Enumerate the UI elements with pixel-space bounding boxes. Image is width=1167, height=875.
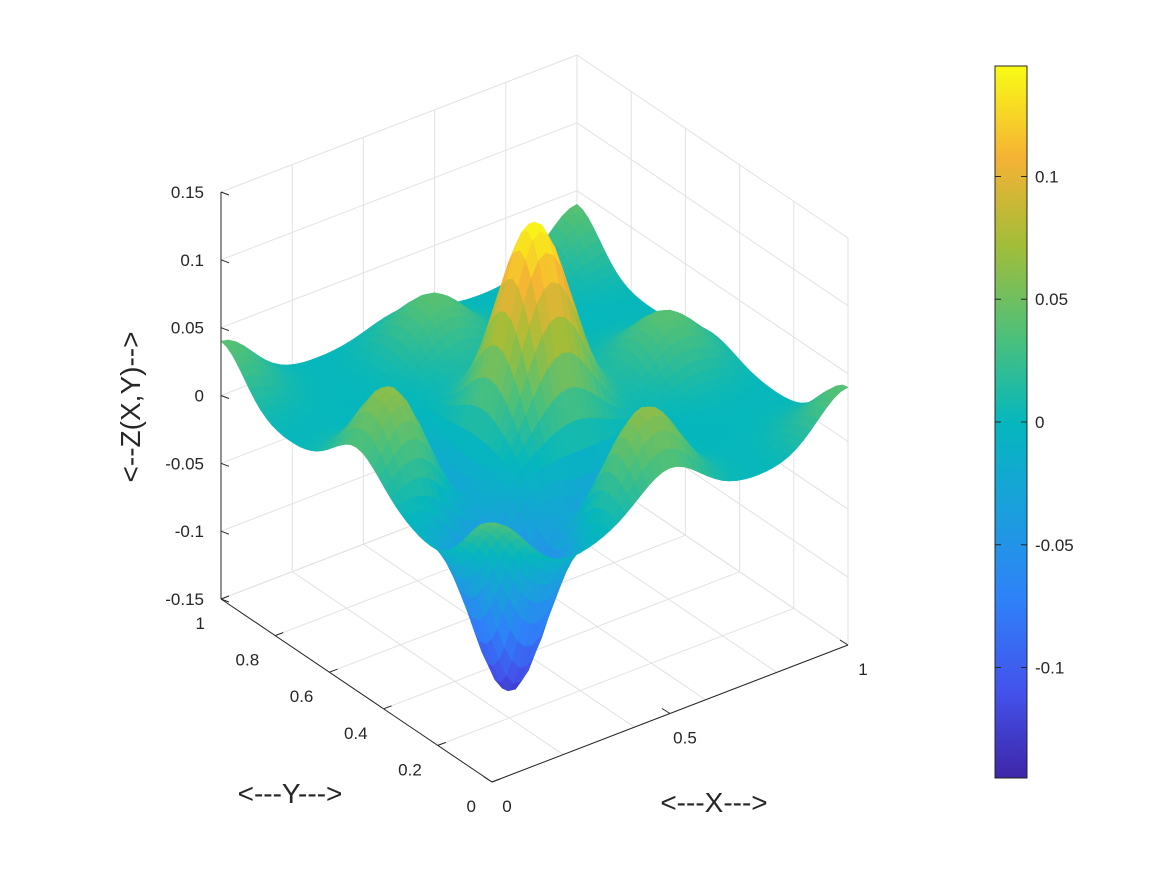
colorbar-ticks: -0.1 -0.05 0 0.05 0.1 [995,167,1074,678]
x-tick-label: 0.5 [673,729,697,748]
z-tick-mark [220,259,230,264]
y-axis-line [220,598,493,783]
side-wall-gridline [576,122,849,307]
x-axis-label: <---X---> [660,787,767,818]
z-tick-label: 0.05 [171,319,204,338]
y-tick-mark [437,741,446,746]
y-tick-mark [491,778,501,783]
y-tick-label: 0.4 [344,724,368,743]
y-tick-mark [220,595,230,600]
x-tick-mark [483,776,493,783]
side-wall-gridline [576,190,849,375]
surface-mesh [220,203,849,692]
z-tick-mark [220,191,230,196]
back-wall-gridline [220,122,578,261]
colorbar-tick-label: 0.1 [1035,167,1059,186]
colorbar-tick-label: -0.1 [1035,659,1064,678]
z-axis-label: <--Z(X,Y)--> [115,332,146,483]
y-tick-mark [383,705,392,710]
x-tick-mark [661,708,671,714]
x-tick-mark [839,639,849,646]
colorbar-tick-label: 0 [1035,413,1044,432]
y-tick-label: 0.2 [398,760,422,779]
z-tick-label: 0.1 [180,251,204,270]
floor-gridline [437,607,794,746]
z-tick-label: 0.15 [171,183,204,202]
tick-labels: 0 0.5 1 0 0.2 0.4 0.6 0.8 1 -0.15 -0.1 -0.05 0 0.05 0.… [165,183,867,816]
floor-gridline [383,571,740,710]
back-wall-gridline [220,54,578,193]
z-tick-label: 0 [195,387,204,406]
x-tick-label: 1 [858,660,867,679]
z-tick-mark [220,327,230,332]
surface-patch [486,522,500,526]
z-tick-mark [220,530,230,535]
y-tick-label: 1 [196,614,205,633]
back-wall-gridline [220,190,578,329]
y-tick-label: 0.8 [236,651,260,670]
z-tick-label: -0.1 [175,522,204,541]
side-wall-gridline [576,54,849,239]
z-tick-mark [220,598,230,603]
z-tick-mark [220,462,230,467]
colorbar: -0.1 -0.05 0 0.05 0.1 [994,65,1074,779]
z-tick-mark [220,395,230,399]
y-axis-label: <---Y---> [238,778,343,809]
y-tick-mark [275,632,284,637]
z-tick-label: -0.15 [165,590,204,609]
z-tick-label: -0.05 [165,454,204,473]
y-tick-label: 0.6 [290,687,314,706]
colorbar-tick-label: 0.05 [1035,290,1068,309]
y-tick-mark [329,668,338,673]
floor-gridline [291,571,564,756]
y-tick-label: 0 [467,797,476,816]
colorbar-tick-label: -0.05 [1035,536,1074,555]
x-tick-label: 0 [502,797,511,816]
